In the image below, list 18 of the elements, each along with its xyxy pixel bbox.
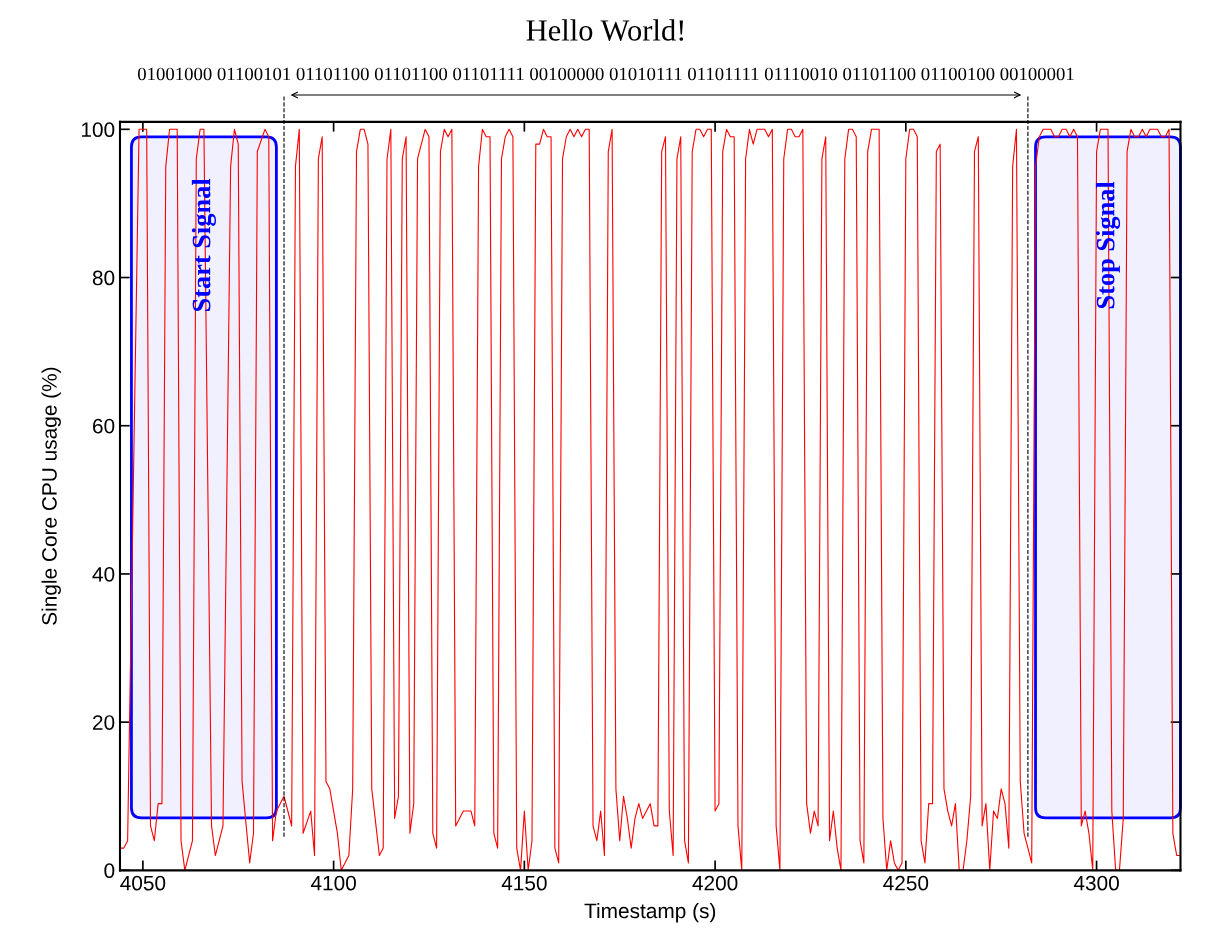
band-label: Stop Signal xyxy=(1095,181,1121,309)
x-tick-label: 4300 xyxy=(1073,875,1119,891)
x-tick-label: 4050 xyxy=(120,875,166,891)
y-tick-label: 100 xyxy=(81,122,115,138)
y-tick-label: 20 xyxy=(93,715,115,730)
x-axis-title: Timestamp (s) xyxy=(584,902,716,923)
y-tick-label: 60 xyxy=(93,418,115,434)
x-tick-label: 4250 xyxy=(883,875,929,891)
band-label: Start Signal xyxy=(191,178,216,312)
chart-subtitle: 01001000 01100101 01101100 01101100 01101111 00100000 01010111 01101111 01110010 01101100 01100100 00100001 xyxy=(137,67,1074,81)
x-tick-label: 4200 xyxy=(692,875,738,891)
y-axis-title: Single Core CPU usage (%) xyxy=(41,367,61,625)
y-tick-label: 40 xyxy=(92,566,115,582)
y-tick-label: 0 xyxy=(104,863,115,879)
y-tick-label: 80 xyxy=(92,270,115,286)
x-tick-label: 4100 xyxy=(310,875,356,891)
x-tick-label: 4150 xyxy=(501,875,547,891)
chart-title: Hello World! xyxy=(526,19,684,41)
